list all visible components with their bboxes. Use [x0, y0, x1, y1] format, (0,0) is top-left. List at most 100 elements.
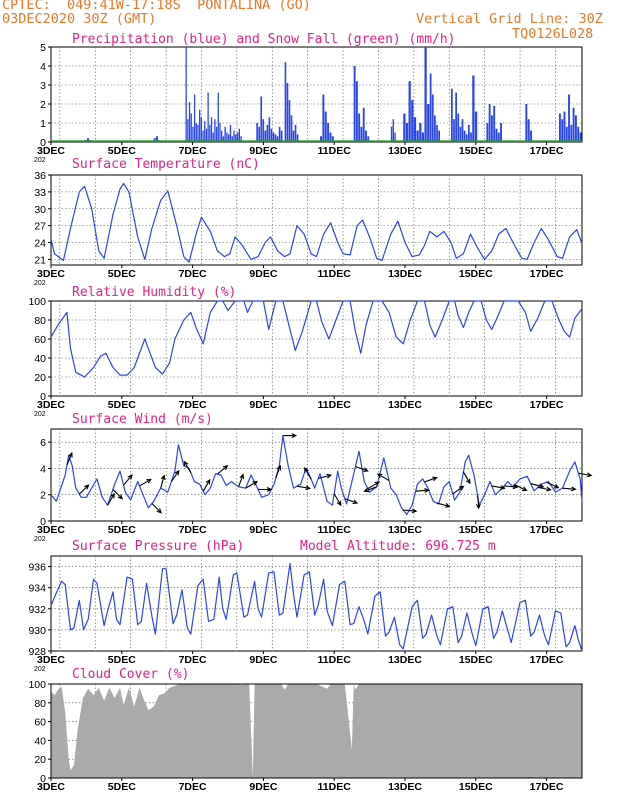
- precip-bar: [362, 107, 365, 142]
- x-tick-label: 13DEC: [388, 654, 422, 666]
- wind-arrow: [107, 493, 115, 506]
- precip-bar: [405, 123, 409, 142]
- x-tick-label: 17DEC: [530, 781, 564, 793]
- x-tick-label: 13DEC: [388, 268, 422, 280]
- x-tick-label: 15DEC: [459, 654, 493, 666]
- precip-bar: [236, 132, 239, 142]
- y-tick-label: 30: [34, 204, 46, 216]
- series-line: [50, 182, 583, 263]
- precip-bar: [296, 134, 299, 142]
- precip-bar: [266, 124, 269, 142]
- x-tick-label: 9DEC: [249, 524, 277, 536]
- precip-bar: [200, 117, 203, 142]
- y-tick-label: 33: [34, 187, 46, 199]
- wind-arrow-head: [374, 481, 381, 487]
- precip-bar: [238, 128, 240, 142]
- header-line-1: CPTEC: 049:41W-17:18S PONTALINA (GO): [2, 0, 311, 13]
- precip-bar: [495, 128, 498, 142]
- year-label: 202: [34, 666, 46, 673]
- y-tick-label: 100: [28, 296, 46, 308]
- wind-arrow-head: [127, 474, 133, 480]
- y-tick-label: 40: [34, 735, 46, 747]
- wind-arrow-head: [68, 451, 73, 458]
- precip-bar: [322, 94, 325, 142]
- wind-arrow: [160, 475, 165, 489]
- wind-arrow: [123, 474, 133, 486]
- y-tick-label: 40: [34, 353, 46, 365]
- wind-arrow: [562, 487, 576, 490]
- y-tick-label: 21: [34, 254, 46, 266]
- wind-arrow: [66, 452, 73, 466]
- wind-arrow: [202, 479, 211, 492]
- y-tick-label: 1: [40, 118, 46, 130]
- panel-title: Precipitation (blue) and Snow Fall (gree…: [72, 32, 456, 47]
- precip-bar: [411, 100, 414, 142]
- x-tick-label: 7DEC: [179, 399, 207, 411]
- wind-arrow: [355, 465, 368, 472]
- precip-bar: [570, 124, 573, 142]
- wind-arrow-head: [571, 486, 577, 492]
- y-tick-label: 6: [40, 437, 46, 449]
- wind-arrow: [367, 481, 380, 490]
- precip-bar: [424, 47, 427, 142]
- wind-arrow: [546, 481, 559, 489]
- wind-arrow-head: [546, 486, 552, 492]
- wind-arrow: [578, 472, 592, 477]
- precip-bar: [579, 132, 582, 142]
- precip-bar: [416, 130, 419, 142]
- y-tick-label: 60: [34, 334, 46, 346]
- panel-subtitle: Model Altitude: 696.725 m: [300, 539, 496, 554]
- precip-bar: [408, 81, 411, 142]
- x-tick-label: 7DEC: [179, 268, 207, 280]
- x-tick-label: 5DEC: [108, 654, 136, 666]
- y-tick-label: 0: [40, 773, 46, 785]
- wind-arrow-head: [160, 474, 166, 481]
- wind-arrow: [462, 471, 471, 484]
- wind-arrow-head: [252, 481, 259, 486]
- panel-title: Relative Humidity (%): [72, 285, 236, 300]
- precip-bar: [490, 115, 493, 142]
- wind-arrow-head: [522, 486, 528, 491]
- precip-bar: [365, 130, 367, 142]
- wind-arrow: [344, 498, 358, 504]
- wind-arrow: [436, 502, 450, 507]
- wind-arrow: [139, 478, 152, 487]
- y-tick-label: 20: [34, 754, 46, 766]
- x-tick-label: 7DEC: [179, 145, 207, 157]
- wind-arrow: [424, 477, 437, 483]
- x-tick-label: 11DEC: [318, 654, 352, 666]
- wind-arrow: [415, 489, 429, 492]
- x-tick-label: 9DEC: [249, 268, 277, 280]
- y-tick-label: 4: [40, 463, 46, 475]
- wind-arrow: [514, 484, 527, 491]
- precip-bar: [212, 132, 214, 142]
- precip-bar: [500, 123, 502, 142]
- wind-arrow: [296, 485, 310, 489]
- y-tick-label: 0: [40, 391, 46, 403]
- precip-bar: [565, 126, 568, 142]
- wind-arrow-head: [411, 508, 418, 514]
- x-tick-label: 5DEC: [108, 268, 136, 280]
- precip-bar: [472, 75, 475, 142]
- precip-bar: [190, 113, 192, 142]
- year-label: 202: [34, 411, 46, 418]
- wind-arrow: [452, 485, 464, 495]
- wind-arrow: [170, 470, 180, 482]
- precip-bar: [219, 123, 221, 142]
- wind-arrow-head: [376, 473, 383, 479]
- wind-arrow-head: [239, 473, 245, 480]
- precip-bar: [185, 47, 187, 142]
- precip-bar: [429, 73, 432, 142]
- precip-bar: [455, 92, 457, 142]
- precip-bar: [367, 136, 370, 142]
- precip-bar: [525, 104, 528, 142]
- precip-bar: [235, 134, 237, 142]
- wind-arrow: [304, 467, 312, 480]
- precip-bar: [258, 126, 261, 142]
- wind-arrow-head: [432, 476, 438, 482]
- wind-arrow-head: [205, 478, 211, 485]
- x-tick-label: 11DEC: [318, 145, 352, 157]
- x-tick-label: 3DEC: [37, 268, 65, 280]
- header-line-2-left: 03DEC2020 30Z (GMT): [2, 11, 157, 27]
- x-tick-label: 11DEC: [318, 524, 352, 536]
